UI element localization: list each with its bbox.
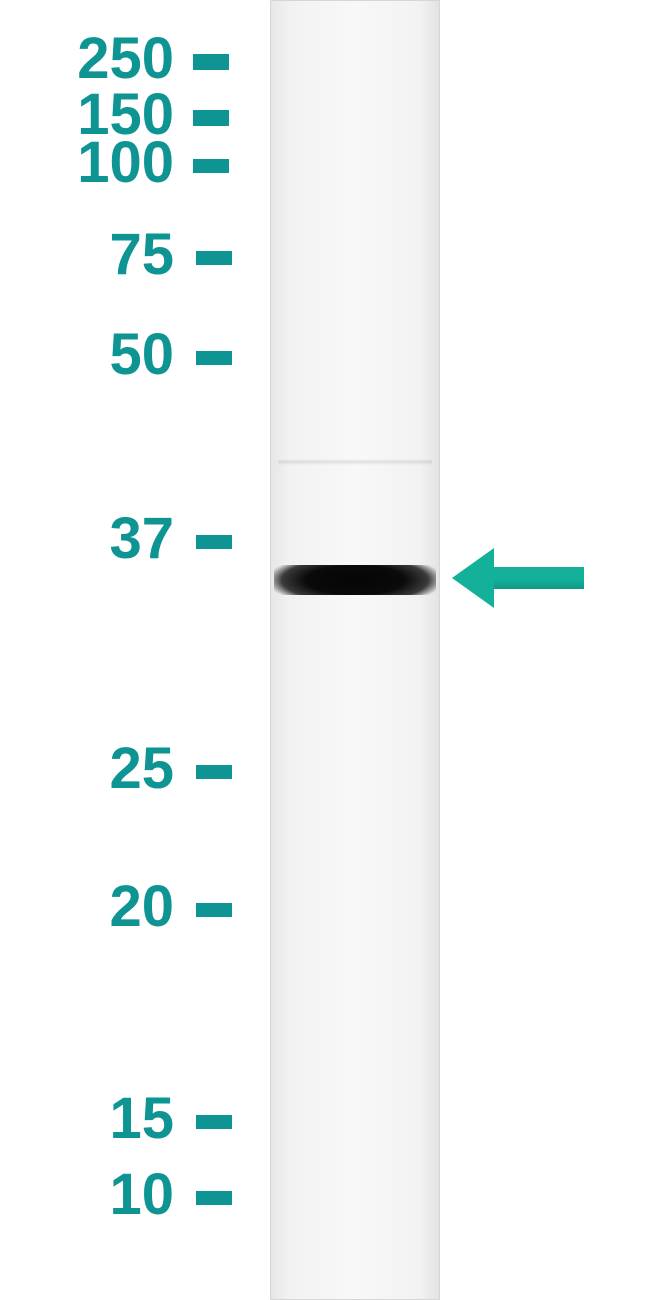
arrow-shaft — [494, 567, 584, 589]
marker-tick — [193, 159, 229, 173]
marker-label: 25 — [98, 740, 174, 798]
marker-tick — [196, 1115, 232, 1129]
marker-tick — [196, 765, 232, 779]
detection-arrow — [452, 548, 584, 608]
faint-upper-band — [278, 459, 432, 465]
main-band — [274, 565, 436, 595]
marker-tick — [196, 251, 232, 265]
marker-tick — [193, 54, 229, 70]
arrow-head-icon — [452, 548, 494, 608]
marker-label: 75 — [98, 226, 174, 284]
marker-label: 15 — [98, 1090, 174, 1148]
marker-label: 37 — [98, 510, 174, 568]
marker-label: 50 — [98, 326, 174, 384]
marker-label: 20 — [98, 878, 174, 936]
marker-label: 10 — [98, 1166, 174, 1224]
marker-tick — [193, 110, 229, 126]
marker-label: 100 — [62, 134, 174, 192]
marker-tick — [196, 535, 232, 549]
gel-lane — [270, 0, 440, 1300]
marker-tick — [196, 1191, 232, 1205]
marker-tick — [196, 351, 232, 365]
marker-tick — [196, 903, 232, 917]
western-blot-figure: 25015010075503725201510 — [0, 0, 650, 1300]
marker-label: 250 — [62, 30, 174, 88]
